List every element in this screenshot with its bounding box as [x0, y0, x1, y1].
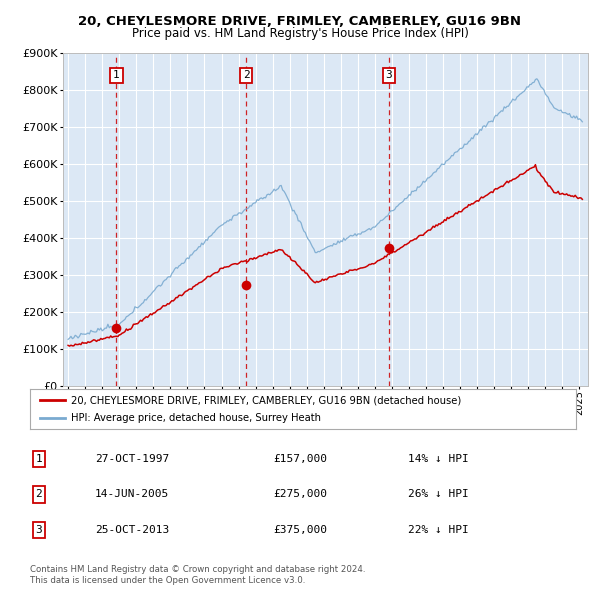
Text: £157,000: £157,000 [273, 454, 327, 464]
Text: 20, CHEYLESMORE DRIVE, FRIMLEY, CAMBERLEY, GU16 9BN (detached house): 20, CHEYLESMORE DRIVE, FRIMLEY, CAMBERLE… [71, 395, 461, 405]
Text: 14-JUN-2005: 14-JUN-2005 [95, 490, 169, 499]
Text: 26% ↓ HPI: 26% ↓ HPI [407, 490, 469, 499]
Text: 2: 2 [35, 490, 43, 499]
Text: 3: 3 [386, 70, 392, 80]
Text: 27-OCT-1997: 27-OCT-1997 [95, 454, 169, 464]
Text: 20, CHEYLESMORE DRIVE, FRIMLEY, CAMBERLEY, GU16 9BN: 20, CHEYLESMORE DRIVE, FRIMLEY, CAMBERLE… [79, 15, 521, 28]
Text: 14% ↓ HPI: 14% ↓ HPI [407, 454, 469, 464]
Text: 1: 1 [113, 70, 120, 80]
Text: Contains HM Land Registry data © Crown copyright and database right 2024.
This d: Contains HM Land Registry data © Crown c… [30, 565, 365, 585]
Text: 3: 3 [35, 525, 43, 535]
Text: Price paid vs. HM Land Registry's House Price Index (HPI): Price paid vs. HM Land Registry's House … [131, 27, 469, 40]
Text: HPI: Average price, detached house, Surrey Heath: HPI: Average price, detached house, Surr… [71, 414, 321, 424]
Text: 2: 2 [243, 70, 250, 80]
Text: £275,000: £275,000 [273, 490, 327, 499]
Text: 22% ↓ HPI: 22% ↓ HPI [407, 525, 469, 535]
Text: 25-OCT-2013: 25-OCT-2013 [95, 525, 169, 535]
Text: 1: 1 [35, 454, 43, 464]
Text: £375,000: £375,000 [273, 525, 327, 535]
